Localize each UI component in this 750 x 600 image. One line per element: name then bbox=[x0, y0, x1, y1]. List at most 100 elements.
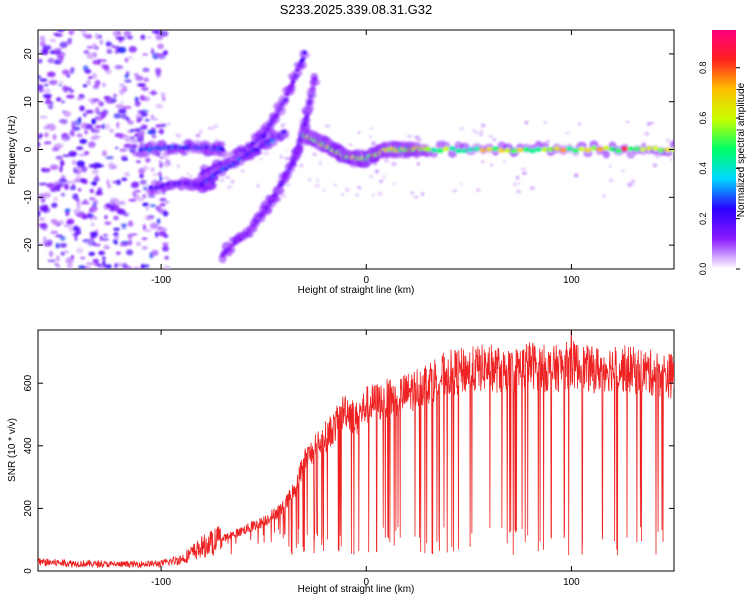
noise-blob bbox=[143, 77, 150, 83]
noise-blob bbox=[479, 129, 483, 134]
noise-blob bbox=[76, 202, 81, 209]
snr-x-ticks: -100 0 100 bbox=[151, 330, 580, 588]
noise-blob bbox=[410, 191, 415, 195]
noise-blob bbox=[56, 30, 65, 32]
noise-blob bbox=[382, 175, 386, 179]
noise-blob bbox=[106, 179, 110, 186]
main-trace-halo bbox=[447, 148, 458, 158]
noise-blob bbox=[240, 169, 245, 173]
noise-blob bbox=[92, 98, 100, 102]
noise-blob bbox=[159, 156, 165, 159]
noise-blob bbox=[102, 260, 106, 267]
noise-blob bbox=[263, 151, 269, 156]
colorbar-band bbox=[712, 227, 736, 230]
y-tick-label: 20 bbox=[23, 48, 34, 60]
noise-blob bbox=[95, 190, 102, 195]
noise-blob bbox=[99, 39, 103, 45]
noise-blob bbox=[113, 232, 119, 237]
colorbar-band bbox=[712, 261, 736, 264]
noise-blob bbox=[80, 165, 88, 173]
main-trace-halo bbox=[435, 140, 445, 150]
noise-blob bbox=[144, 215, 154, 221]
noise-blob bbox=[69, 89, 74, 93]
colorbar-band bbox=[712, 137, 736, 141]
colorbar-band bbox=[712, 133, 736, 137]
noise-blob bbox=[490, 163, 493, 167]
noise-blob bbox=[219, 178, 225, 182]
noise-blob bbox=[88, 141, 96, 148]
noise-blob bbox=[67, 86, 72, 91]
noise-blob bbox=[341, 192, 344, 197]
noise-blob bbox=[63, 110, 72, 118]
noise-blob bbox=[54, 143, 64, 149]
noise-blob bbox=[126, 249, 134, 256]
noise-blob bbox=[144, 183, 149, 187]
noise-blob bbox=[56, 55, 60, 58]
noise-blob bbox=[47, 57, 55, 64]
noise-blob bbox=[50, 187, 58, 192]
noise-blob bbox=[43, 236, 47, 243]
colorbar-band bbox=[712, 207, 736, 210]
colorbar-band bbox=[712, 91, 736, 95]
noise-blob bbox=[139, 179, 147, 185]
noise-blob bbox=[46, 71, 56, 78]
noise-blob bbox=[68, 150, 78, 157]
noise-blob bbox=[45, 97, 51, 104]
noise-blob bbox=[123, 143, 133, 149]
noise-blob bbox=[90, 235, 95, 242]
colorbar-band bbox=[712, 187, 736, 190]
colorbar-band bbox=[712, 111, 736, 115]
colorbar-band bbox=[712, 257, 736, 260]
noise-blob bbox=[143, 165, 149, 171]
noise-blob bbox=[128, 239, 133, 246]
noise-blob bbox=[89, 188, 94, 194]
noise-blob bbox=[48, 124, 57, 131]
noise-blob bbox=[94, 79, 101, 86]
noise-blob bbox=[225, 175, 231, 180]
colorbar-band bbox=[712, 85, 736, 89]
colorbar-band bbox=[712, 157, 736, 161]
noise-blob bbox=[316, 179, 320, 182]
noise-blob bbox=[71, 125, 76, 129]
noise-blob bbox=[369, 127, 374, 130]
noise-blob bbox=[50, 230, 59, 235]
x-tick-label: 0 bbox=[363, 275, 369, 286]
noise-blob bbox=[115, 103, 125, 109]
noise-blob bbox=[59, 41, 68, 49]
colorbar-band bbox=[712, 135, 736, 139]
noise-blob bbox=[162, 210, 169, 217]
noise-blob bbox=[187, 172, 190, 175]
noise-blob bbox=[69, 186, 76, 191]
noise-blob bbox=[307, 178, 312, 181]
noise-blob bbox=[545, 140, 551, 144]
noise-blob bbox=[134, 100, 141, 107]
colorbar-band bbox=[712, 253, 736, 256]
noise-blob bbox=[517, 181, 520, 186]
noise-blob bbox=[644, 131, 650, 136]
noise-blob bbox=[160, 123, 167, 128]
main-trace-core bbox=[621, 146, 629, 151]
noise-blob bbox=[374, 169, 380, 174]
noise-blob bbox=[64, 208, 71, 213]
noise-blob bbox=[122, 105, 132, 109]
noise-blob bbox=[82, 32, 87, 38]
colorbar-band bbox=[712, 53, 736, 57]
noise-blob bbox=[41, 168, 51, 173]
noise-blob bbox=[379, 179, 383, 184]
noise-blob bbox=[159, 162, 163, 169]
noise-blob bbox=[104, 215, 108, 220]
colorbar-band bbox=[712, 251, 736, 254]
noise-blob bbox=[103, 244, 110, 250]
noise-blob bbox=[60, 192, 66, 197]
colorbar-band bbox=[712, 73, 736, 77]
noise-blob bbox=[407, 135, 413, 138]
noise-blob bbox=[150, 117, 159, 121]
colorbar: 0.0 0.2 0.4 0.6 0.8 Normalized spectral ampl… bbox=[698, 30, 747, 275]
noise-blob bbox=[118, 132, 124, 140]
figure-title: S233.2025.339.08.31.G32 bbox=[280, 2, 433, 17]
noise-blob bbox=[155, 53, 164, 58]
noise-blob bbox=[39, 41, 46, 47]
colorbar-band bbox=[712, 103, 736, 107]
noise-blob bbox=[79, 256, 86, 260]
noise-blob bbox=[132, 181, 140, 186]
